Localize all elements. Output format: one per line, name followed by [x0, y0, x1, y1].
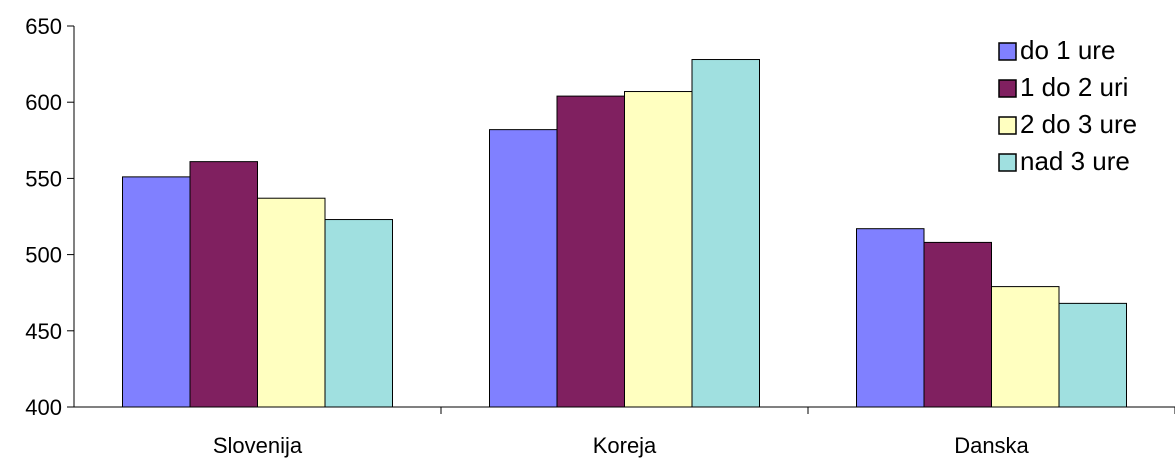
- legend-label: nad 3 ure: [1020, 146, 1130, 176]
- bar: [691, 59, 760, 408]
- legend-label: 2 do 3 ure: [1020, 109, 1137, 139]
- bar: [856, 228, 925, 408]
- bar: [324, 219, 393, 408]
- x-tick-label: Danska: [954, 433, 1029, 458]
- bar: [122, 176, 191, 408]
- bars: [122, 59, 1127, 408]
- bar: [1058, 302, 1127, 408]
- bar: [624, 91, 693, 408]
- bar: [489, 129, 558, 408]
- y-tick-label: 650: [25, 14, 62, 39]
- x-axis: Slovenija Koreja Danska: [74, 406, 1175, 458]
- y-tick-label: 450: [25, 319, 62, 344]
- legend-label: 1 do 2 uri: [1020, 72, 1128, 102]
- y-tick-label: 500: [25, 243, 62, 268]
- x-tick-label: Slovenija: [213, 433, 303, 458]
- legend: do 1 ure 1 do 2 uri 2 do 3 ure nad 3 ure: [998, 35, 1137, 176]
- bar: [923, 241, 992, 408]
- bar: [991, 286, 1060, 408]
- y-tick-label: 600: [25, 90, 62, 115]
- legend-swatch: [998, 79, 1017, 98]
- legend-swatch: [998, 116, 1017, 135]
- legend-label: do 1 ure: [1020, 35, 1115, 65]
- bar: [257, 197, 326, 408]
- bar: [189, 161, 258, 408]
- y-tick-label: 550: [25, 166, 62, 191]
- y-axis: 400 450 500 550 600 650: [25, 14, 75, 420]
- bar: [556, 95, 625, 408]
- y-tick-label: 400: [25, 395, 62, 420]
- legend-swatch: [998, 42, 1017, 61]
- legend-swatch: [998, 153, 1017, 172]
- x-tick-label: Koreja: [593, 433, 657, 458]
